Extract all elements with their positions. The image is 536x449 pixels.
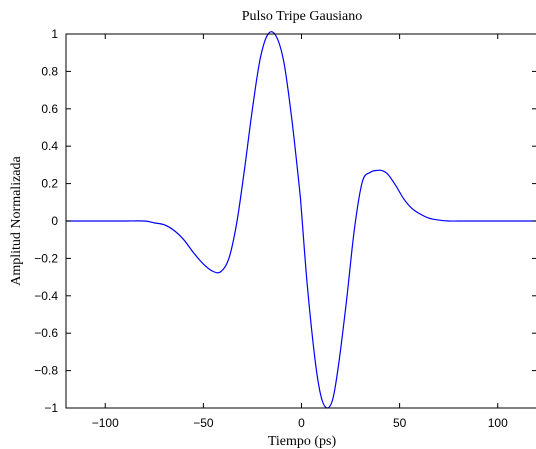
x-tick-label: 50 — [393, 416, 407, 430]
y-tick-label: −0.4 — [34, 289, 58, 303]
axes: −100 −50 0 50 100 −1 −0.8 −0.6 −0.4 −0.2 0 0.2 0.4 0.… — [34, 27, 536, 430]
y-tick-label: 0.2 — [41, 177, 58, 191]
y-tick-label: −1 — [44, 401, 58, 415]
x-tick-label: −50 — [193, 416, 214, 430]
x-tick-label: 0 — [298, 416, 305, 430]
y-tick-label: 0.8 — [41, 64, 58, 78]
y-tick-label: 1 — [51, 27, 58, 41]
x-axis-label: Tiempo (ps) — [268, 434, 337, 449]
y-tick-label: −0.2 — [34, 251, 58, 265]
x-tick-label: 100 — [488, 416, 508, 430]
y-tick-label: 0.4 — [41, 139, 58, 153]
x-tick-label: −100 — [92, 416, 119, 430]
y-axis-label: Amplitud Normalizada — [9, 155, 24, 285]
plot-area — [66, 31, 536, 409]
y-tick-label: 0 — [51, 214, 58, 228]
series-line-0 — [66, 31, 536, 409]
y-tick-label: −0.8 — [34, 364, 58, 378]
y-tick-label: −0.6 — [34, 326, 58, 340]
chart-title: Pulso Tripe Gausiano — [242, 9, 363, 24]
y-tick-label: 0.6 — [41, 102, 58, 116]
